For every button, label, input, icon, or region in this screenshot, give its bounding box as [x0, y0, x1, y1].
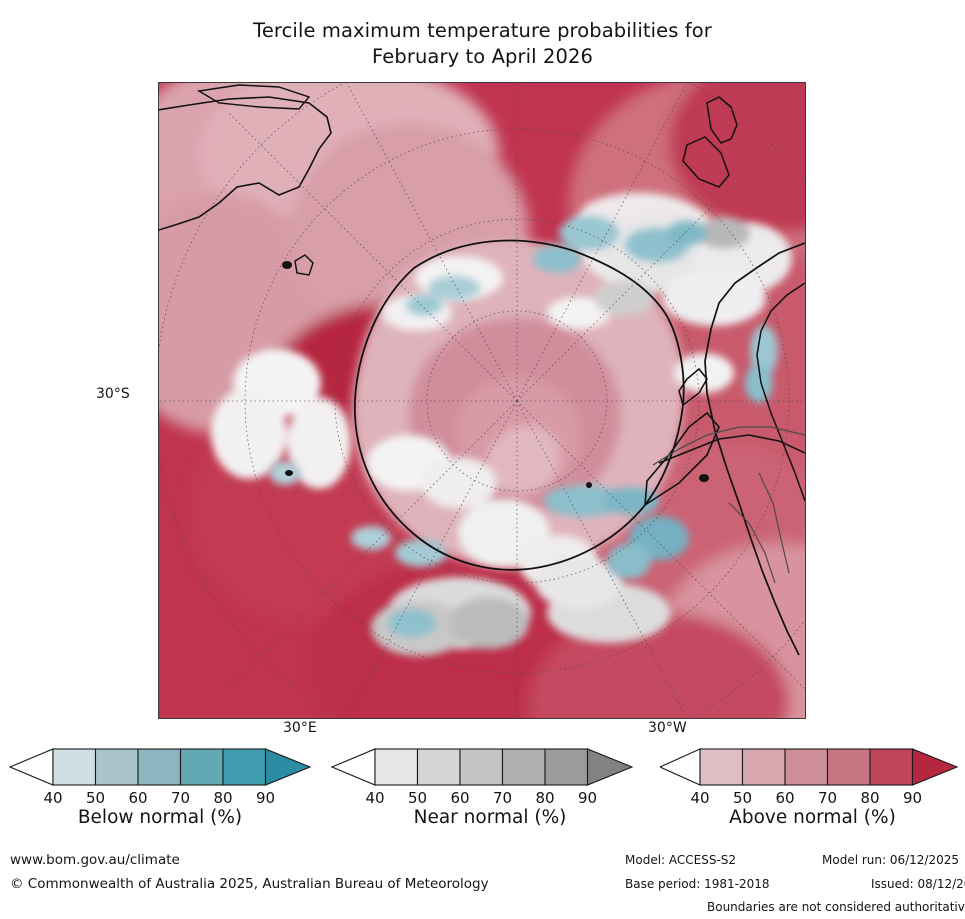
coastline-new-zealand-north — [706, 96, 738, 144]
cbar-below-arrow-left — [8, 748, 54, 786]
colorbar-above-swatches — [660, 748, 959, 786]
coastline-south-america-west — [704, 242, 805, 656]
footer-boundaries-disclaimer: Boundaries are not considered authoritat… — [707, 900, 965, 914]
colorbar-near-normal[interactable]: 40 50 60 70 80 90 Near normal (%) — [330, 745, 650, 835]
cbar-near-arrow-left — [330, 748, 376, 786]
coastline-antarctica — [353, 239, 685, 571]
colorbar-near-caption: Near normal (%) — [413, 807, 567, 828]
coastline-australia — [159, 96, 332, 231]
cbar-above-arrow-right — [911, 748, 959, 786]
cbar-near-arrow-right — [586, 748, 634, 786]
coastline-tasmania — [294, 254, 314, 276]
title-line-1: Tercile maximum temperature probabilitie… — [253, 19, 712, 42]
page-title: Tercile maximum temperature probabilitie… — [0, 18, 965, 70]
axis-label-lat-30s: 30°S — [96, 386, 130, 402]
colorbar-above-caption: Above normal (%) — [729, 807, 896, 828]
colorbar-above-ticks: 40 50 60 70 80 90 — [690, 789, 923, 807]
graticule — [159, 83, 805, 718]
footer-model: Model: ACCESS-S2 — [625, 853, 737, 867]
axis-label-lon-30w: 30°W — [648, 720, 687, 736]
colorbar-below-ticks: 40 50 60 70 80 90 — [43, 789, 276, 807]
axis-label-lon-30e: 30°E — [283, 720, 317, 736]
footer-model-run: Model run: 06/12/2025 — [822, 853, 960, 867]
footer-website-link[interactable]: www.bom.gov.au/climate — [10, 852, 180, 868]
coastline-new-zealand-south — [682, 136, 730, 188]
footer-issued-date: Issued: 08/12/2025 — [871, 877, 965, 891]
colorbar-below-normal[interactable]: 40 50 60 70 80 90 Below normal (%) — [0, 745, 320, 835]
cbar-below-arrow-right — [264, 748, 312, 786]
colorbar-near-ticks: 40 50 60 70 80 90 — [365, 789, 598, 807]
colorbar-above-normal[interactable]: 40 50 60 70 80 90 Above normal (%) — [660, 745, 965, 835]
footer-copyright: © Commonwealth of Australia 2025, Austra… — [10, 876, 489, 892]
colorbar-below-swatches — [8, 748, 312, 786]
title-line-2: February to April 2026 — [372, 45, 593, 68]
probability-map[interactable] — [158, 82, 806, 719]
coastline-south-america-north — [658, 434, 805, 464]
border-south-america — [652, 426, 805, 466]
map-canvas — [159, 83, 805, 718]
colorbar-below-caption: Below normal (%) — [77, 807, 243, 828]
colorbar-near-swatches — [330, 748, 634, 786]
footer-base-period: Base period: 1981-2018 — [625, 877, 770, 891]
cbar-above-arrow-left — [660, 748, 701, 786]
